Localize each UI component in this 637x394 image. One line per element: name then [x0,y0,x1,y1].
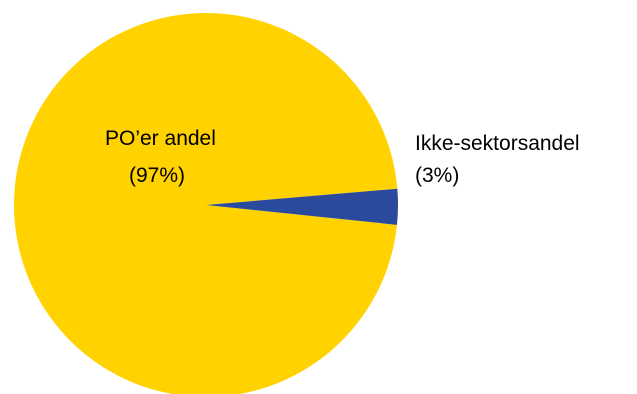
pie-slice-po-andel [14,13,398,394]
slice-label-ikke-sektorsandel: Ikke-sektorsandel [415,132,580,155]
pie-slices [14,13,398,394]
slice-percent-ikke-sektorsandel: (3%) [415,164,459,187]
pie-slice-ikke-sektorsandel [206,188,398,225]
slice-percent-po-andel: (97%) [129,164,185,187]
slice-label-po-andel: PO’er andel [105,127,216,150]
